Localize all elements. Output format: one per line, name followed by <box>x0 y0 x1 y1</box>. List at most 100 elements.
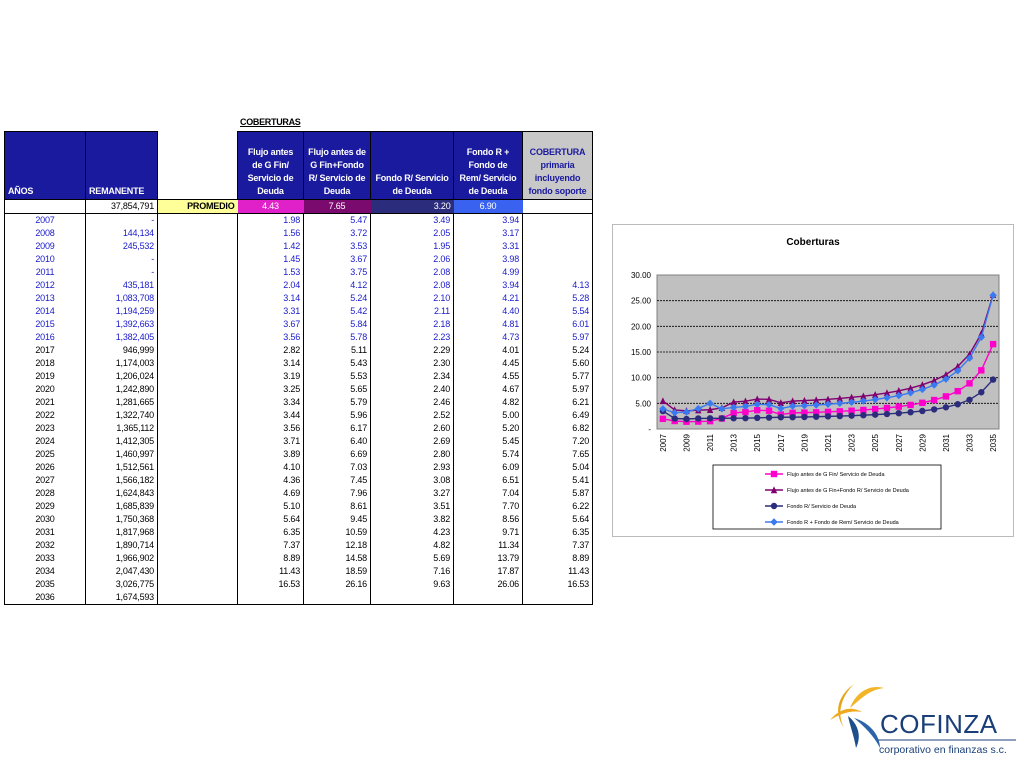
remanente-cell: 1,083,708 <box>85 292 158 305</box>
data-point-s1 <box>942 370 950 378</box>
value-cell-v1: 3.89 <box>237 448 304 461</box>
legend-entry: Flujo antes de G Fin+Fondo R/ Servicio d… <box>787 488 910 494</box>
data-point-s3 <box>918 385 927 394</box>
remanente-cell: 3,026,775 <box>85 578 158 591</box>
table-row: 2013 1,083,708 3.14 5.24 2.10 4.21 5.28 <box>4 292 593 305</box>
gap-cell <box>158 227 238 240</box>
value-cell-v2: 5.79 <box>303 396 371 409</box>
data-point-s2 <box>754 414 761 422</box>
table-row: 2019 1,206,024 3.19 5.53 2.34 4.55 5.77 <box>4 370 593 383</box>
table-row: 2008 144,134 1.56 3.72 2.05 3.17 <box>4 227 593 240</box>
remanente-cell: 1,674,593 <box>85 591 158 605</box>
value-cell-v4: 13.79 <box>453 552 523 565</box>
data-point-s0 <box>742 408 749 416</box>
value-cell-v5: 5.77 <box>522 370 593 383</box>
data-point-s1 <box>883 389 891 397</box>
value-cell-v5: 5.60 <box>522 357 593 370</box>
data-point-s1 <box>930 376 938 384</box>
value-cell-v2: 3.53 <box>303 240 371 253</box>
legend-marker <box>770 486 778 494</box>
value-cell-v1: 3.56 <box>237 422 304 435</box>
remanente-cell: 1,392,663 <box>85 318 158 331</box>
data-point-s0 <box>895 403 902 410</box>
year-cell: 2012 <box>4 279 86 292</box>
year-cell: 2009 <box>4 240 86 253</box>
value-cell-v4: 5.74 <box>453 448 523 461</box>
table-row: 2029 1,685,839 5.10 8.61 3.51 7.70 6.22 <box>4 500 593 513</box>
value-cell-v1: 3.14 <box>237 292 304 305</box>
value-cell-v1: 3.44 <box>237 409 304 422</box>
remanente-cell: 1,624,843 <box>85 487 158 500</box>
data-point-s2 <box>919 407 926 415</box>
year-cell: 2013 <box>4 292 86 305</box>
header-line: primaria <box>540 160 575 170</box>
value-cell-v5 <box>522 213 593 227</box>
coverage-table: AÑOS REMANENTE Flujo antes de G Fin/Servi… <box>4 131 593 605</box>
value-cell-v5: 6.01 <box>522 318 593 331</box>
header-line: Rem/ Servicio <box>459 173 517 183</box>
remanente-cell: 1,566,182 <box>85 474 158 487</box>
value-cell-v2: 3.75 <box>303 266 371 279</box>
header-line: R/ Servicio de <box>308 173 366 183</box>
value-cell-v2: 7.03 <box>303 461 371 474</box>
table-row: 2035 3,026,775 16.53 26.16 9.63 26.06 16.53 <box>4 578 593 591</box>
remanente-cell: 946,999 <box>85 344 158 357</box>
value-cell-v5 <box>522 240 593 253</box>
data-point-s1 <box>848 393 855 401</box>
header-line: COBERTURA <box>529 147 586 157</box>
value-cell-v2: 5.47 <box>303 213 371 227</box>
value-cell-v4: 8.56 <box>453 513 523 526</box>
data-point-s2 <box>848 412 855 419</box>
remanente-cell: 1,281,665 <box>85 396 158 409</box>
value-cell-v4: 3.94 <box>453 279 523 292</box>
legend-marker <box>770 518 778 526</box>
data-point-s0 <box>789 409 796 417</box>
remanente-cell: 1,206,024 <box>85 370 158 383</box>
year-cell: 2030 <box>4 513 86 526</box>
x-tick-label: 2035 <box>989 433 998 451</box>
data-point-s2 <box>930 406 938 413</box>
value-cell-v1: 8.89 <box>237 552 304 565</box>
remanente-cell: 1,750,368 <box>85 513 158 526</box>
value-cell-v1: 4.69 <box>237 487 304 500</box>
gap-cell <box>158 331 238 344</box>
value-cell-v3: 2.30 <box>370 357 454 370</box>
remanente-cell: 1,412,305 <box>85 435 158 448</box>
value-cell-v1: 5.10 <box>237 500 304 513</box>
value-cell-v1: 1.42 <box>237 240 304 253</box>
value-cell-v4: 4.21 <box>453 292 523 305</box>
x-tick-label: 2023 <box>848 433 857 451</box>
table-row: 2026 1,512,561 4.10 7.03 2.93 6.09 5.04 <box>4 461 593 474</box>
data-point-s3 <box>800 401 809 410</box>
remanente-cell: 245,532 <box>85 240 158 253</box>
remanente-cell: 144,134 <box>85 227 158 240</box>
gap-cell <box>158 461 238 474</box>
header-line: Fondo R/ Servicio <box>375 173 449 183</box>
value-cell-v2: 5.65 <box>303 383 371 396</box>
value-cell-v1: 2.04 <box>237 279 304 292</box>
data-point-s0 <box>871 405 879 413</box>
value-cell-v5: 4.13 <box>522 279 593 292</box>
gap-cell <box>158 370 238 383</box>
remanente-cell: - <box>85 266 158 279</box>
data-point-s1 <box>789 397 796 405</box>
gap-cell <box>158 214 238 228</box>
data-point-s2 <box>883 410 891 418</box>
header-line: Flujo antes <box>247 147 294 157</box>
year-cell: 2027 <box>4 474 86 487</box>
value-cell-v1: 1.45 <box>237 253 304 266</box>
average-v4: 6.90 <box>453 199 523 214</box>
value-cell-v2: 4.12 <box>303 279 371 292</box>
value-cell-v3: 2.11 <box>370 305 454 318</box>
remanente-cell: 1,242,890 <box>85 383 158 396</box>
gap-cell <box>158 279 238 292</box>
value-cell-v4: 3.98 <box>453 253 523 266</box>
value-cell-v5: 5.41 <box>522 474 593 487</box>
value-cell-v5: 6.22 <box>522 500 593 513</box>
value-cell-v3: 2.08 <box>370 266 454 279</box>
value-cell-v2: 3.67 <box>303 253 371 266</box>
year-cell: 2020 <box>4 383 86 396</box>
value-cell-v4: 17.87 <box>453 565 523 578</box>
value-cell-v2: 7.45 <box>303 474 371 487</box>
year-cell: 2029 <box>4 500 86 513</box>
